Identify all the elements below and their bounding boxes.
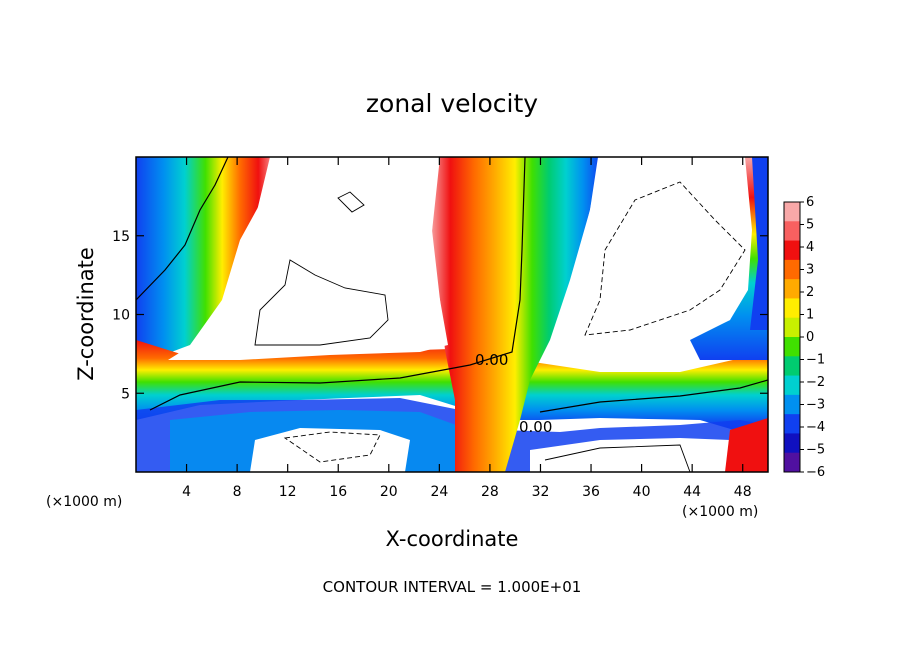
y-axis: 5 10 15 xyxy=(112,229,768,402)
colorbar-tick-label: −2 xyxy=(806,375,825,390)
colorbar-swatch xyxy=(784,433,800,454)
x-axis: 4 8 12 16 20 24 28 32 36 40 44 48 xyxy=(182,157,752,500)
colorbar-tick-label: 4 xyxy=(806,240,814,255)
colorbar-swatch xyxy=(784,337,800,357)
y-unit-label: (×1000 m) xyxy=(46,494,122,510)
y-axis-title: Z-coordinate xyxy=(74,247,98,381)
colorbar-swatch xyxy=(784,394,800,415)
field-lower-right-warm xyxy=(725,418,768,472)
colorbar-tick-label: 6 xyxy=(806,195,814,210)
colorbar-tick-label: 0 xyxy=(806,330,814,345)
colorbar-tick-label: 1 xyxy=(806,308,814,323)
x-tick-label: 20 xyxy=(380,484,398,500)
colorbar-swatch xyxy=(784,375,800,396)
field-white-bottom-left xyxy=(250,428,410,472)
x-tick-label: 44 xyxy=(683,484,701,500)
colorbar-swatch xyxy=(784,221,800,242)
plot-area xyxy=(136,157,768,472)
contour-zero-right xyxy=(539,379,768,413)
colorbar-swatch xyxy=(784,240,800,261)
colorbar-tick-label: −3 xyxy=(806,398,825,413)
x-axis-title: X-coordinate xyxy=(386,527,519,551)
colorbar-tick-label: −4 xyxy=(806,420,825,435)
x-tick-label: 36 xyxy=(582,484,600,500)
contour-pos-bottom xyxy=(544,444,691,472)
x-tick-label: 12 xyxy=(279,484,297,500)
colorbar-swatch xyxy=(784,259,800,280)
contour-small-loop xyxy=(337,191,365,213)
contour-neg-bottom xyxy=(283,431,381,463)
x-tick-label: 40 xyxy=(633,484,651,500)
field-white-right xyxy=(555,157,752,352)
colorbar-swatch xyxy=(784,279,800,299)
contour-interval-footer: CONTOUR INTERVAL = 1.000E+01 xyxy=(323,578,582,596)
colorbar-swatch xyxy=(784,298,800,319)
contour-zero-band xyxy=(149,157,526,411)
colorbar-swatch xyxy=(784,317,800,338)
field-center-column xyxy=(430,157,600,472)
colorbar-swatch xyxy=(784,452,800,473)
colorbar-swatch xyxy=(784,356,800,377)
x-tick-label: 48 xyxy=(734,484,752,500)
y-tick-label: 10 xyxy=(112,308,130,324)
x-tick-label: 32 xyxy=(532,484,550,500)
contour-pos-left xyxy=(254,259,389,346)
contour-label-1: 0.00 xyxy=(475,351,508,369)
contour-label-2: 0.00 xyxy=(519,418,552,436)
y-tick-label: 5 xyxy=(121,386,130,402)
colorbar: 6 5 4 3 2 1 0 −1 −2 −3 −4 −5 −6 xyxy=(783,195,825,480)
y-tick-label: 15 xyxy=(112,229,130,245)
field-upper-right-blue xyxy=(750,157,768,330)
colorbar-tick-label: 2 xyxy=(806,285,814,300)
colorbar-tick-label: 5 xyxy=(806,218,814,233)
colorbar-tick-label: −1 xyxy=(806,353,825,368)
contour-zero-left xyxy=(136,157,229,301)
colorbar-tick-label: 3 xyxy=(806,263,814,278)
colorbar-tick-label: −6 xyxy=(806,465,825,480)
x-tick-label: 24 xyxy=(430,484,448,500)
colorbar-swatch xyxy=(784,202,800,222)
field-white-left xyxy=(168,157,448,360)
colorbar-swatch xyxy=(784,414,800,434)
x-unit-label: (×1000 m) xyxy=(682,504,758,520)
x-tick-label: 4 xyxy=(182,484,191,500)
x-tick-label: 16 xyxy=(329,484,347,500)
field-white-bottom-right xyxy=(530,438,740,472)
chart-title: zonal velocity xyxy=(366,89,538,118)
x-tick-label: 8 xyxy=(233,484,242,500)
colorbar-tick-label: −5 xyxy=(806,443,825,458)
field-lower-band xyxy=(136,340,768,440)
contour-neg-right xyxy=(584,181,746,336)
field-left-wall xyxy=(136,157,275,360)
x-tick-label: 28 xyxy=(481,484,499,500)
